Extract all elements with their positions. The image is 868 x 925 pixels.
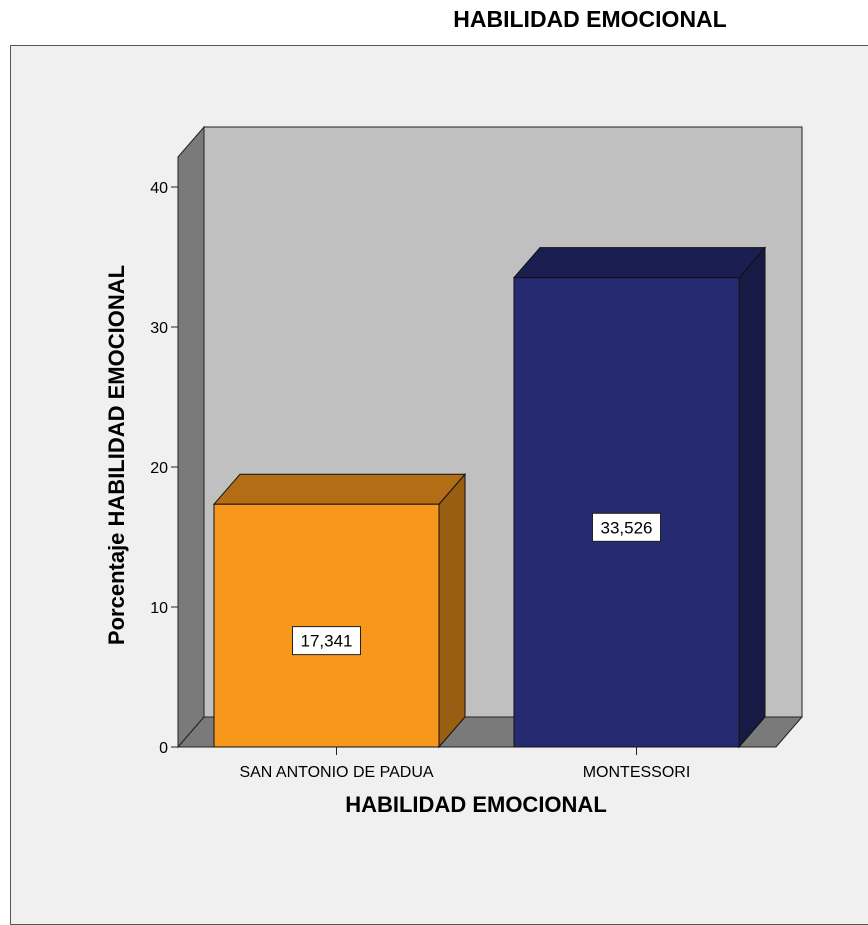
x-axis-label: HABILIDAD EMOCIONAL — [345, 792, 607, 817]
y-tick-label: 40 — [150, 180, 168, 197]
y-axis: 0 10 20 30 40 — [150, 157, 179, 757]
data-label-box — [592, 512, 661, 542]
x-tick-label: MONTESSORI — [583, 764, 691, 781]
y-axis-label: Porcentaje HABILIDAD EMOCIONAL — [104, 265, 129, 645]
bar-side — [738, 246, 766, 749]
side-wall — [177, 125, 205, 749]
bar-group: 17,341 — [212, 472, 467, 749]
bar-top — [212, 473, 467, 505]
data-label: 33,526 — [601, 518, 653, 537]
data-label: 17,341 — [301, 632, 353, 651]
bar-top — [512, 247, 767, 279]
bar — [213, 503, 440, 748]
y-tick-label: 30 — [150, 320, 168, 337]
y-tick-label: 10 — [150, 600, 168, 617]
x-tick-label: SAN ANTONIO DE PADUA — [239, 764, 433, 781]
chart-title: HABILIDAD EMOCIONAL — [453, 6, 727, 32]
bar-group: 33,526 — [512, 246, 767, 749]
bars: 17,341 33,526 — [212, 246, 767, 749]
bar — [513, 277, 740, 748]
bar-side — [438, 472, 466, 749]
data-label-box — [292, 626, 361, 656]
y-tick-label: 20 — [150, 460, 168, 477]
x-axis: SAN ANTONIO DE PADUA MONTESSORI — [239, 747, 690, 781]
y-tick-label: 0 — [159, 740, 168, 757]
